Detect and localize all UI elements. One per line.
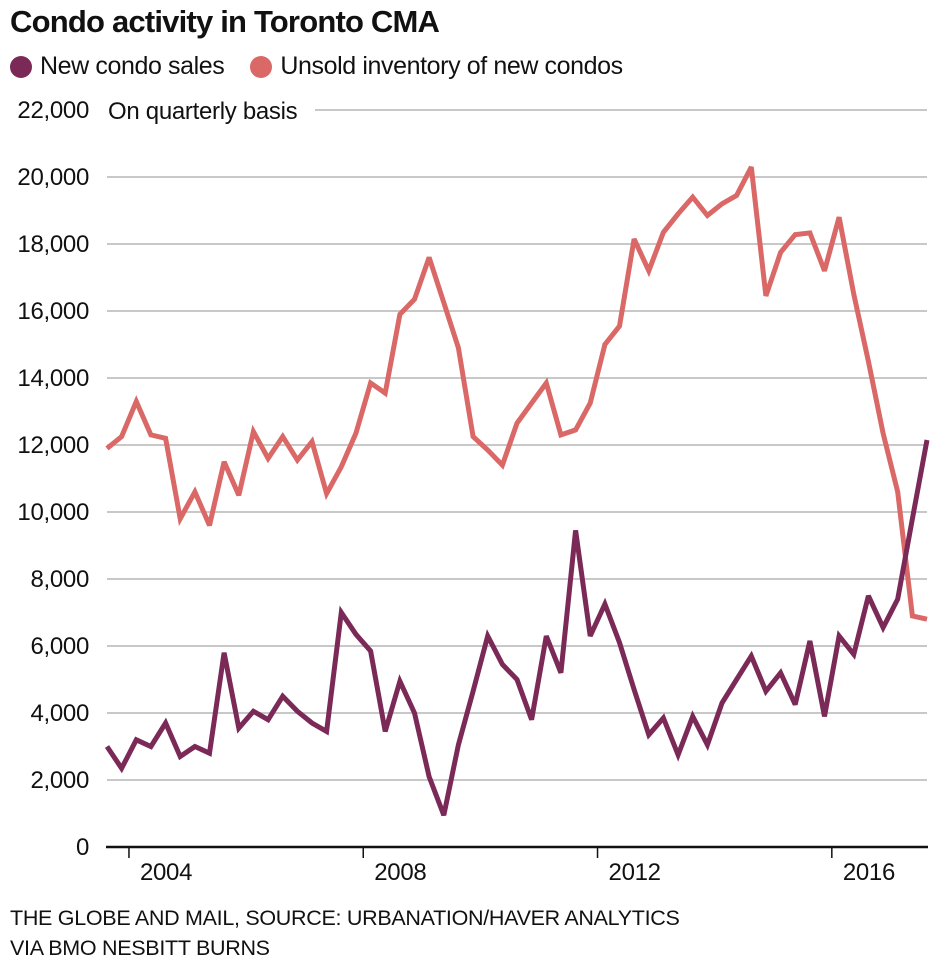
legend-dot-sales-icon [10,55,32,78]
source-line-1: THE GLOBE AND MAIL, SOURCE: URBANATION/H… [10,906,680,930]
series-lines [104,165,930,817]
y-tick-label: 6,000 [30,633,89,660]
x-tick-label: 2004 [140,859,192,886]
y-tick-label: 8,000 [30,566,89,593]
source-note: THE GLOBE AND MAIL, SOURCE: URBANATION/H… [10,903,680,963]
y-tick-label: 16,000 [17,298,89,325]
line-chart: 0 2,000 4,000 6,000 8,000 10,000 12,000 14,000 1… [17,97,930,886]
y-tick-label: 0 [76,834,89,861]
legend-label-sales: New condo sales [40,52,225,80]
y-tick-label: 14,000 [17,365,89,392]
y-tick-label: 20,000 [17,164,89,191]
series-line-new-condo-sales [104,439,930,817]
series-line-unsold-inventory [105,165,928,622]
chart-subtitle: On quarterly basis [108,98,298,125]
gridlines [107,109,927,781]
x-axis: 2004 2008 2012 2016 [106,845,928,886]
x-tick-label: 2008 [374,859,426,886]
chart-title: Condo activity in Toronto CMA [10,4,440,39]
x-tick-label: 2016 [843,859,895,886]
legend-item-sales: New condo sales [10,52,225,81]
legend-dot-inventory-icon [250,55,273,78]
x-tick-label: 2012 [609,859,661,886]
y-tick-label: 2,000 [30,767,89,794]
y-tick-label: 10,000 [17,499,89,526]
legend: New condo sales Unsold inventory of new … [10,52,649,81]
source-line-2: VIA BMO NESBITT BURNS [10,936,270,960]
y-tick-label: 18,000 [17,231,89,258]
legend-item-inventory: Unsold inventory of new condos [250,52,623,81]
y-axis-labels: 0 2,000 4,000 6,000 8,000 10,000 12,000 14,000 1… [17,97,89,861]
legend-label-inventory: Unsold inventory of new condos [280,52,623,80]
y-tick-label: 4,000 [30,700,89,727]
y-tick-label: 22,000 [17,97,89,124]
y-tick-label: 12,000 [17,432,89,459]
